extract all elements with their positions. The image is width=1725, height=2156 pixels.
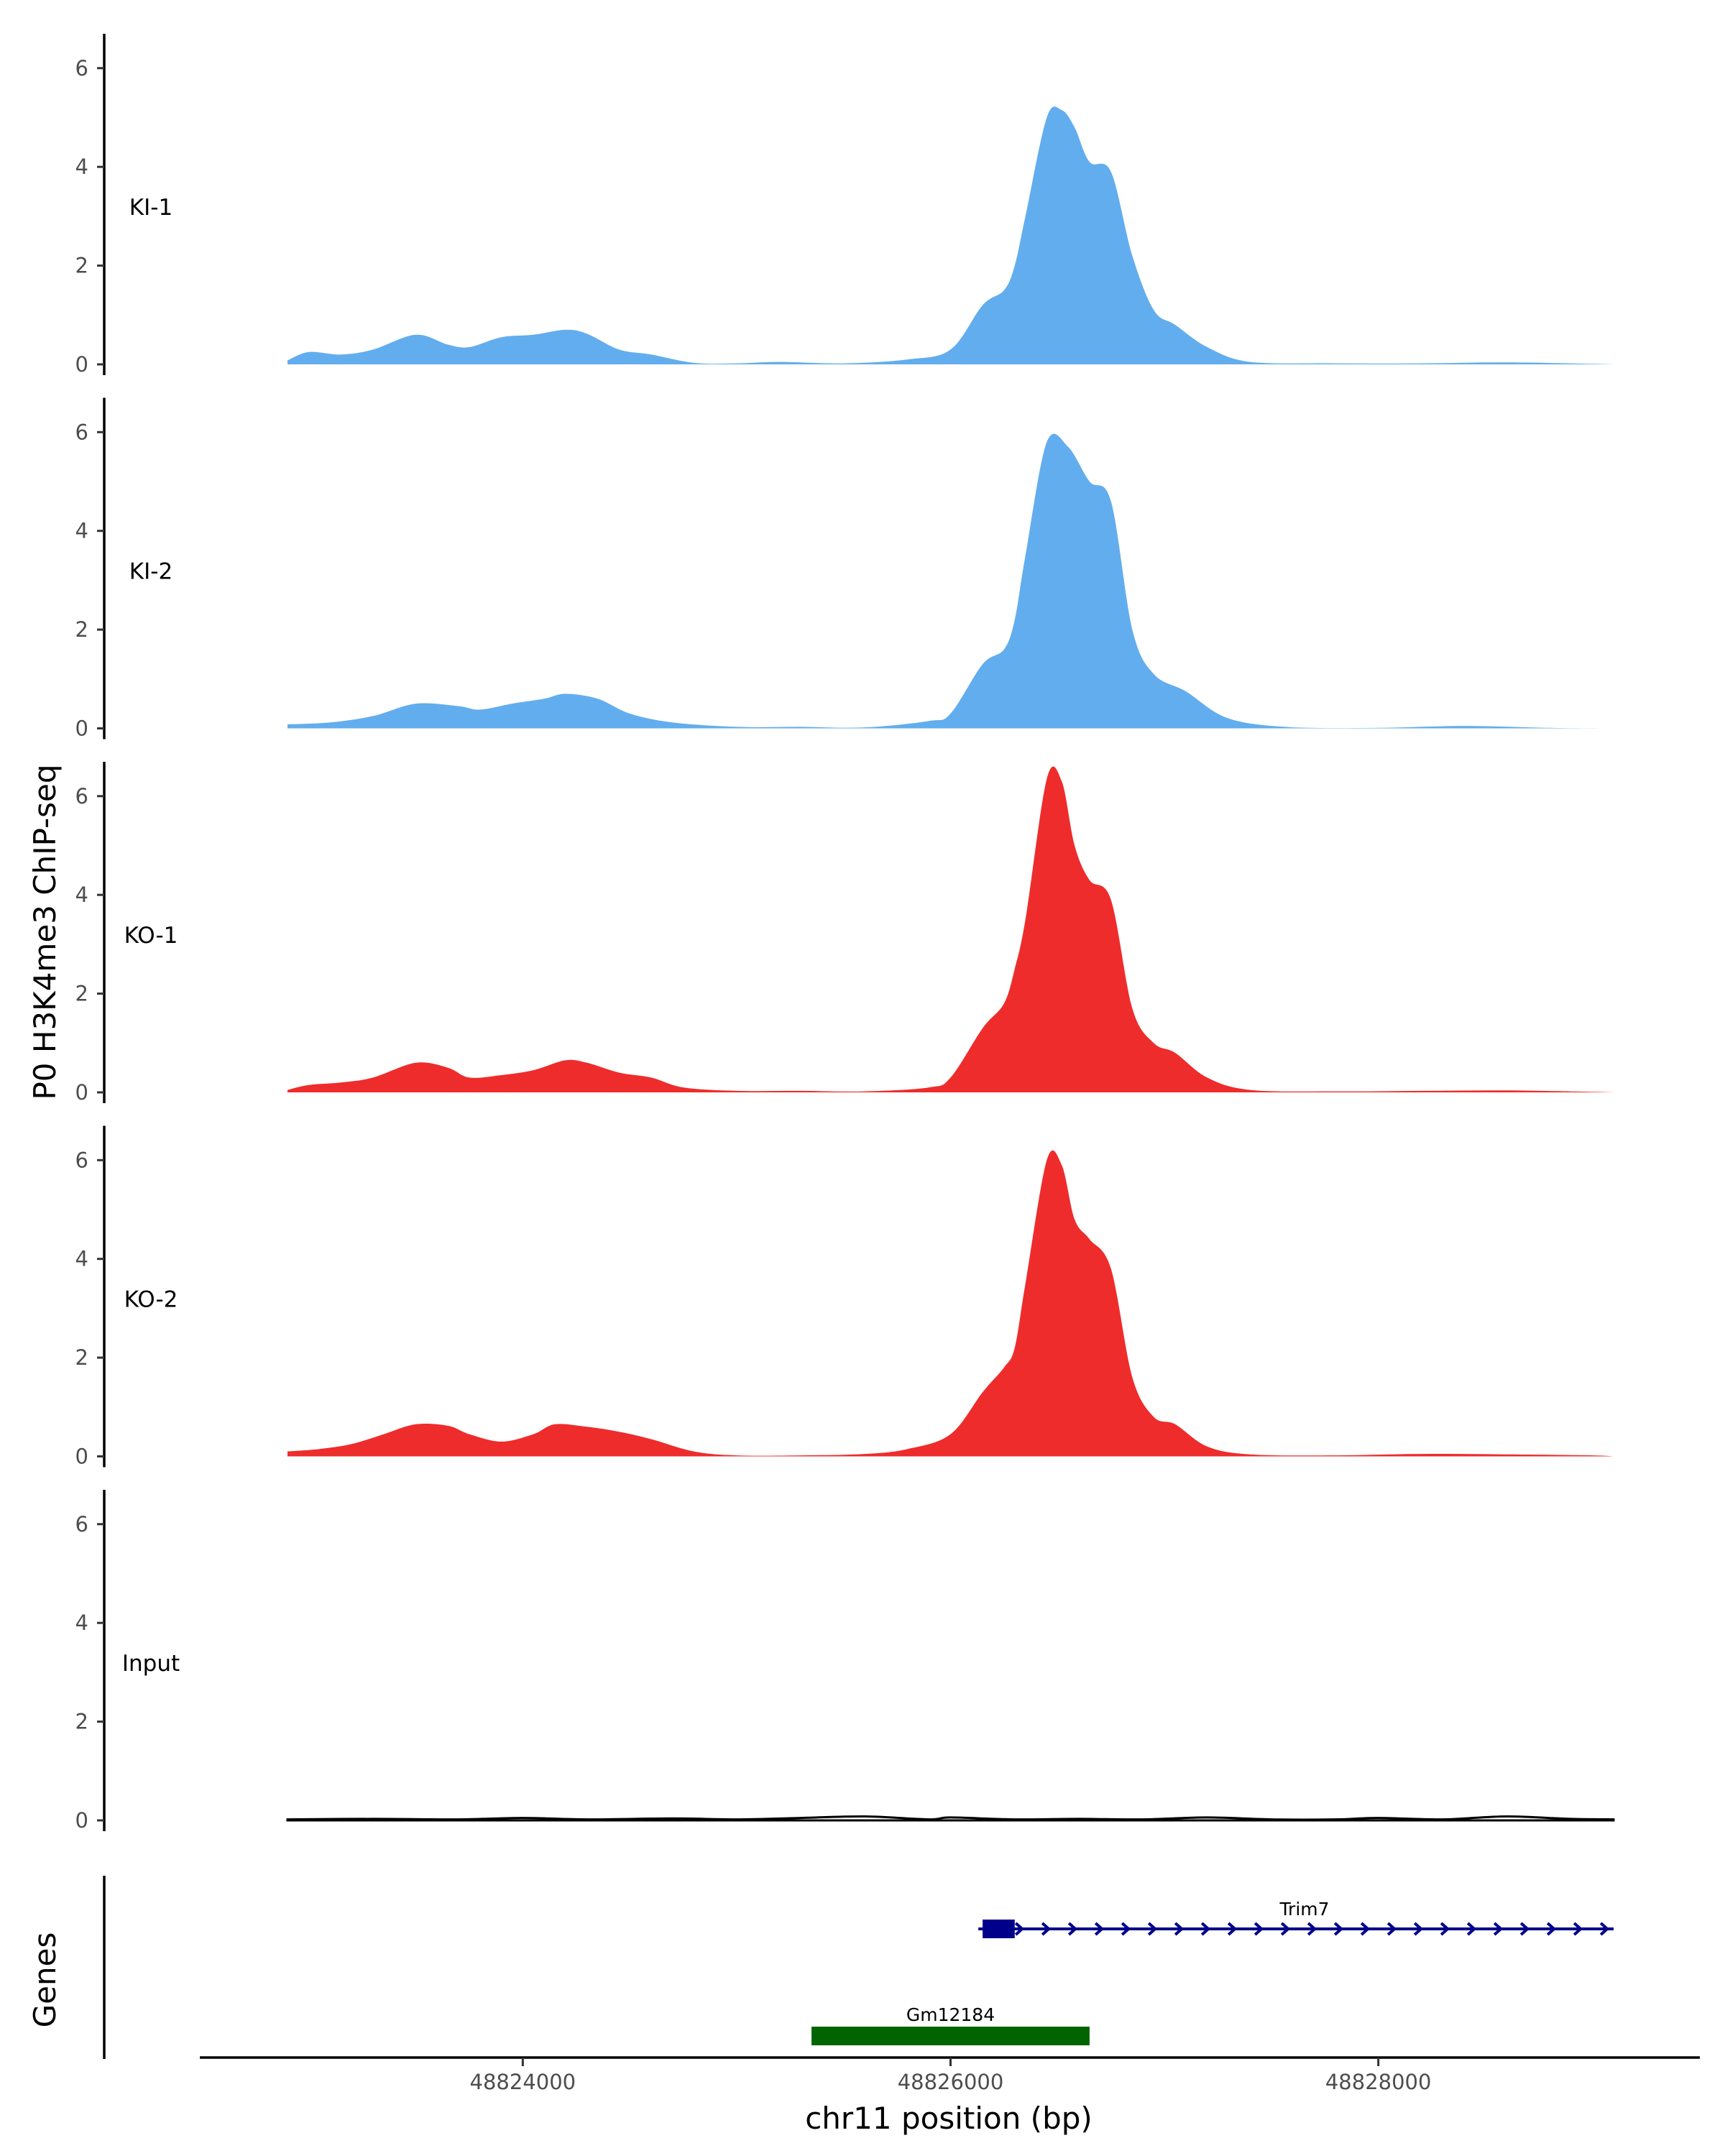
gene-trim7: Trim7 [978,1899,1614,1938]
y-tick-label: 2 [75,617,88,642]
y-tick-label: 0 [75,1445,88,1469]
y-tick-label: 0 [75,717,88,741]
chip-seq-chart: 0 2 4 6 KI-1 0 2 4 6 KI-2 0 2 4 6 KO-1 0 2 4 6 KO-2 0 2 4 6 Inpu… [0,0,1725,2156]
y-tick-label: 4 [75,155,88,179]
track-label: Input [122,1651,180,1677]
y-tick-label: 2 [75,982,88,1006]
track-input: 0 2 4 6 Input [75,1490,1614,1833]
x-tick-label: 48828000 [1325,2070,1432,2094]
y-tick-label: 2 [75,1345,88,1370]
track-ko-2: 0 2 4 6 KO-2 [75,1126,1614,1469]
gene-exon [811,2027,1090,2045]
y-tick-label: 6 [75,1148,88,1172]
x-tick-label: 48826000 [898,2070,1004,2094]
y-tick-label: 6 [75,1512,88,1537]
y-tick-label: 6 [75,420,88,444]
coverage-tracks: 0 2 4 6 KI-1 0 2 4 6 KI-2 0 2 4 6 KO-1 0 2 4 6 KO-2 0 2 4 6 Inpu… [75,34,1614,1833]
genes-axis-title: Genes [27,1932,63,2028]
y-tick-label: 4 [75,519,88,543]
gene-label: Gm12184 [906,2004,995,2025]
track-label: KI-2 [129,559,172,585]
y-tick-label: 0 [75,1808,88,1833]
coverage-area [288,1151,1614,1457]
genes-panel: Trim7 Gm12184 [104,1876,1614,2059]
y-tick-label: 6 [75,784,88,808]
gene-exon [983,1920,1015,1938]
y-tick-label: 2 [75,1710,88,1734]
track-ko-1: 0 2 4 6 KO-1 [75,762,1614,1105]
coverage-area [288,767,1614,1092]
track-label: KO-2 [124,1287,178,1313]
y-tick-label: 6 [75,56,88,80]
coverage-area [288,434,1614,729]
x-axis: 48824000 48826000 48828000 [200,2058,1700,2094]
gene-label: Trim7 [1279,1899,1329,1920]
y-tick-label: 4 [75,1611,88,1635]
coverage-line [288,1816,1614,1820]
track-ki-2: 0 2 4 6 KI-2 [75,398,1614,741]
gene-gm12184: Gm12184 [811,2004,1090,2045]
y-tick-label: 4 [75,1247,88,1271]
y-tick-label: 0 [75,352,88,377]
y-tick-label: 2 [75,254,88,278]
y-tick-label: 0 [75,1080,88,1105]
coverage-area [288,106,1614,364]
y-axis-title: P0 H3K4me3 ChIP-seq [27,764,63,1100]
x-axis-title: chr11 position (bp) [805,2101,1092,2136]
x-tick-label: 48824000 [470,2070,576,2094]
track-ki-1: 0 2 4 6 KI-1 [75,34,1614,377]
y-tick-label: 4 [75,883,88,907]
track-label: KI-1 [129,195,172,221]
track-label: KO-1 [124,923,178,949]
